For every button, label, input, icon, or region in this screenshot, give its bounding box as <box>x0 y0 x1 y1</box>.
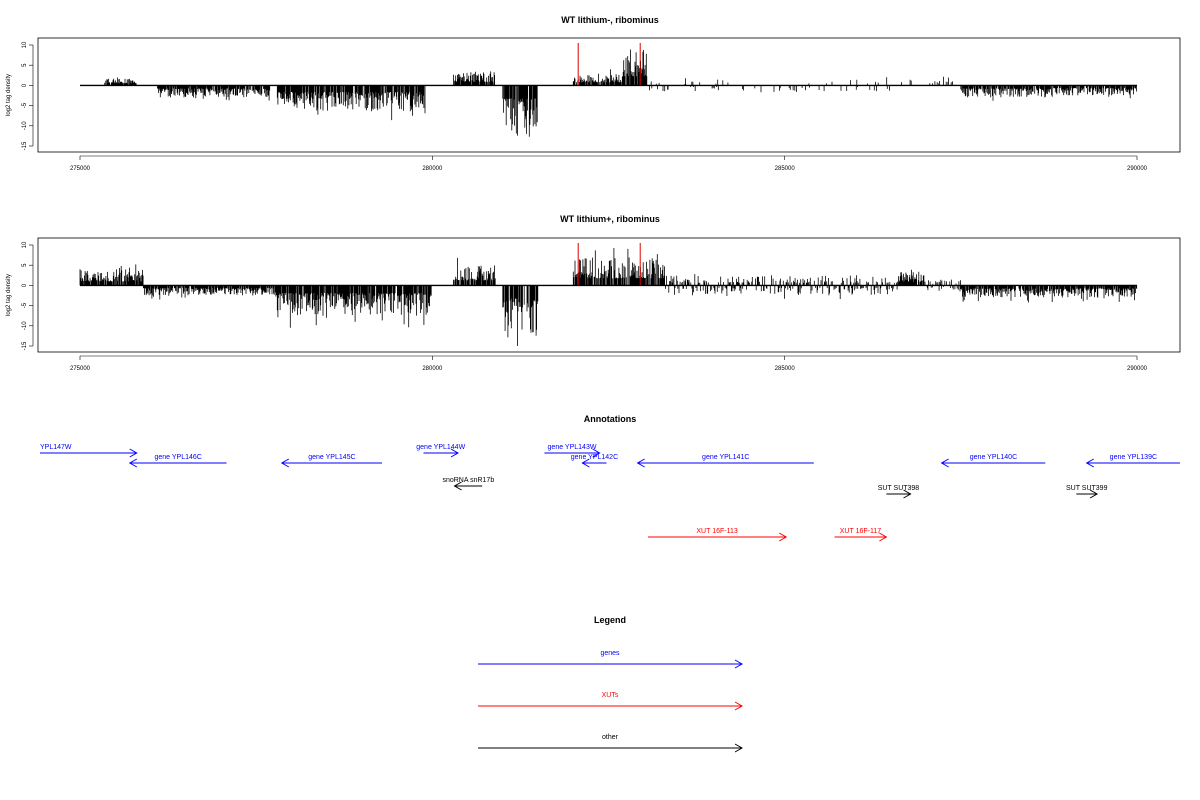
annotation-feature: SUT SUT399 <box>1066 485 1108 499</box>
x-tick-label: 290000 <box>1127 166 1148 172</box>
annotation-feature: gene YPL139C <box>1085 454 1180 468</box>
marker-lines <box>577 242 641 286</box>
x-axis: 275000 280000 285000 290000 <box>70 355 1148 372</box>
y-tick-label: 5 <box>22 263 28 267</box>
track-panel-lithium-plus: WT lithium+, ribominus log2 tag density … <box>6 214 1181 372</box>
plot-frame <box>37 237 1181 353</box>
x-tick-label: 285000 <box>775 166 796 172</box>
annotations-section: Annotations YPL147W gene YPL146C gene YPL1… <box>40 414 1180 542</box>
annotation-feature: XUT 16F-117 <box>834 528 888 542</box>
x-tick-label: 275000 <box>70 366 91 372</box>
annotation-feature: gene YPL144W <box>416 444 466 458</box>
annotation-feature: snoRNA snR17b <box>442 477 494 491</box>
y-tick-label: 0 <box>22 283 28 287</box>
annotation-feature: gene YPL140C <box>940 454 1046 468</box>
annotation-label: gene YPL144W <box>416 444 465 451</box>
legend-title: Legend <box>594 615 626 625</box>
y-tick-label: -10 <box>22 321 28 330</box>
track-panel-lithium-minus: WT lithium-, ribominus log2 tag density … <box>6 15 1181 172</box>
annotation-label: XUT 16F-117 <box>840 528 881 535</box>
annotations-title: Annotations <box>584 414 637 424</box>
annotation-feature: gene YPL143W <box>544 444 601 458</box>
y-axis: 10 5 0 -5 -10 -15 <box>22 241 34 350</box>
coverage-bars <box>79 248 1138 346</box>
annotation-label: gene YPL146C <box>155 454 202 461</box>
legend-entry: XUTs <box>478 692 744 711</box>
x-tick-label: 280000 <box>422 166 443 172</box>
annotation-label: SUT SUT398 <box>878 485 920 492</box>
y-axis-label: log2 tag density <box>6 74 12 116</box>
x-tick-label: 285000 <box>775 366 796 372</box>
annotation-label: gene YPL142C <box>571 454 618 461</box>
legend-label: other <box>602 734 619 741</box>
annotation-feature: gene YPL145C <box>280 454 382 468</box>
annotation-label: snoRNA snR17b <box>442 477 494 484</box>
annotation-label: XUT 16F-113 <box>696 528 737 535</box>
panel-title: WT lithium-, ribominus <box>561 15 659 25</box>
legend-entry: genes <box>478 650 744 669</box>
annotation-label: gene YPL141C <box>702 454 749 461</box>
legend-entry: other <box>478 734 744 753</box>
y-axis: 10 5 0 -5 -10 -15 <box>22 41 34 150</box>
annotation-feature: SUT SUT398 <box>878 485 920 499</box>
y-tick-label: 0 <box>22 83 28 87</box>
annotation-label: YPL147W <box>40 444 72 451</box>
annotation-label: gene YPL143W <box>548 444 597 451</box>
marker-lines <box>577 42 641 86</box>
x-tick-label: 275000 <box>70 166 91 172</box>
annotation-label: gene YPL140C <box>970 454 1017 461</box>
y-tick-label: -15 <box>22 141 28 150</box>
annotation-feature: gene YPL141C <box>636 454 814 468</box>
legend: Legend genes XUTs other <box>478 615 744 753</box>
y-tick-label: -10 <box>22 121 28 130</box>
annotation-features: YPL147W gene YPL146C gene YPL145C gene YPL1… <box>40 444 1180 542</box>
coverage-bars <box>80 49 1137 137</box>
annotation-label: gene YPL139C <box>1110 454 1157 461</box>
panel-title: WT lithium+, ribominus <box>560 214 660 224</box>
x-tick-label: 280000 <box>422 366 443 372</box>
annotation-feature: gene YPL142C <box>571 454 618 468</box>
y-tick-label: 5 <box>22 63 28 67</box>
coverage-bar-series <box>79 248 1138 346</box>
annotation-feature: gene YPL146C <box>128 454 227 468</box>
y-axis-label: log2 tag density <box>6 274 12 316</box>
annotation-feature: XUT 16F-113 <box>648 528 788 542</box>
y-tick-label: -5 <box>22 302 28 308</box>
legend-label: XUTs <box>602 692 619 699</box>
legend-label: genes <box>600 650 620 657</box>
x-axis: 275000 280000 285000 290000 <box>70 155 1148 172</box>
y-tick-label: -15 <box>22 341 28 350</box>
annotation-label: SUT SUT399 <box>1066 485 1108 492</box>
y-tick-label: -5 <box>22 102 28 108</box>
x-tick-label: 290000 <box>1127 366 1148 372</box>
y-tick-label: 10 <box>22 41 28 48</box>
legend-entries: genes XUTs other <box>478 650 744 753</box>
y-tick-label: 10 <box>22 241 28 248</box>
plot-frame <box>37 37 1181 153</box>
annotation-label: gene YPL145C <box>308 454 355 461</box>
coverage-bar-series <box>104 49 1137 137</box>
annotation-feature: YPL147W <box>40 444 138 458</box>
